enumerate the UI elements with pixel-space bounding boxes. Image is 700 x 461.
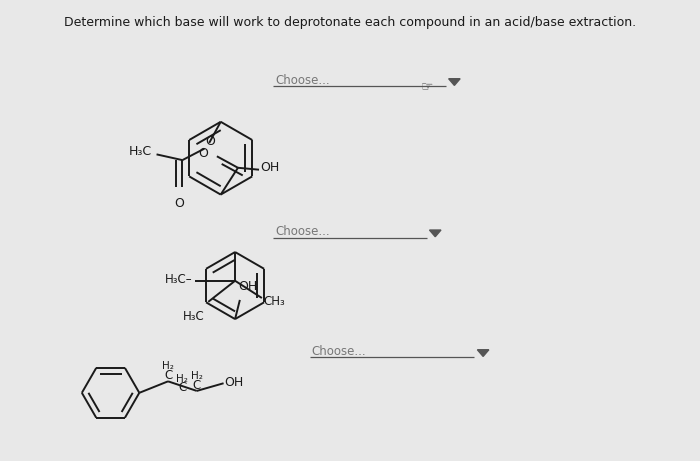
Text: H₃C: H₃C — [129, 145, 152, 158]
Text: H₃C–: H₃C– — [165, 273, 193, 286]
Text: OH: OH — [260, 161, 279, 174]
Text: O: O — [174, 196, 185, 209]
Text: Choose...: Choose... — [275, 225, 330, 238]
Text: H₂: H₂ — [176, 374, 188, 384]
Text: C: C — [193, 378, 201, 392]
Polygon shape — [449, 79, 460, 85]
Text: Choose...: Choose... — [312, 345, 366, 358]
Polygon shape — [430, 230, 441, 237]
Text: Determine which base will work to deprotonate each compound in an acid/base extr: Determine which base will work to deprot… — [64, 16, 636, 29]
Text: OH: OH — [225, 376, 244, 389]
Text: H₂: H₂ — [162, 361, 174, 371]
Text: H₂: H₂ — [191, 371, 203, 381]
Text: ☞: ☞ — [421, 79, 433, 94]
Text: O: O — [198, 147, 209, 160]
Text: C: C — [164, 369, 172, 382]
Text: CH₃: CH₃ — [264, 296, 286, 308]
Text: C: C — [178, 381, 186, 394]
Text: OH: OH — [238, 280, 257, 293]
Text: H₃C: H₃C — [183, 309, 204, 323]
Text: O: O — [205, 136, 215, 148]
Polygon shape — [477, 350, 489, 356]
Text: Choose...: Choose... — [275, 74, 330, 87]
